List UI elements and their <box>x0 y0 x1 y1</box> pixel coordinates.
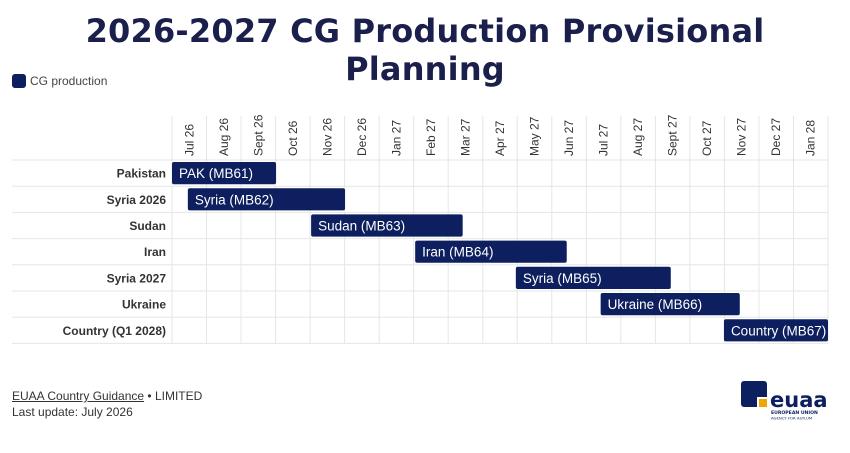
x-tick-label: Dec 26 <box>355 118 369 156</box>
row-label: Sudan <box>129 219 166 233</box>
task-label: Country (MB67) <box>731 323 826 338</box>
x-tick-label: Nov 27 <box>735 118 749 156</box>
x-tick-label: Mar 27 <box>458 118 472 156</box>
last-update: Last update: July 2026 <box>12 405 133 419</box>
x-tick-label: Jan 27 <box>389 120 403 156</box>
task-bar <box>600 293 740 316</box>
task-label: Sudan (MB63) <box>318 219 405 234</box>
row-label: Pakistan <box>117 167 166 181</box>
legend-label: CG production <box>30 74 108 88</box>
task-bar <box>415 240 567 263</box>
x-tick-label: May 27 <box>528 116 542 156</box>
task-bar <box>515 266 671 289</box>
source-link[interactable]: EUAA Country Guidance <box>12 389 145 403</box>
row-label: Country (Q1 2028) <box>63 324 166 338</box>
row-label: Ukraine <box>122 298 166 312</box>
x-tick-label: Sept 27 <box>666 114 680 156</box>
source-separator: • <box>144 389 155 403</box>
x-tick-label: Feb 27 <box>424 118 438 156</box>
x-tick-label: Apr 27 <box>493 120 507 156</box>
task-label: Syria (MB62) <box>195 192 274 207</box>
x-tick-label: Jun 27 <box>562 120 576 156</box>
source-status: LIMITED <box>154 389 203 403</box>
legend: CG production <box>12 74 107 88</box>
logo-wordmark: euaa <box>770 388 826 412</box>
x-tick-label: Aug 27 <box>631 118 645 156</box>
row-label: Iran <box>144 245 166 259</box>
x-tick-label: Oct 26 <box>286 120 300 156</box>
task-label: Iran (MB64) <box>422 245 493 260</box>
x-tick-label: Aug 26 <box>217 118 231 156</box>
x-tick-label: Nov 26 <box>320 118 334 156</box>
footer: EUAA Country Guidance • LIMITED Last upd… <box>12 388 202 420</box>
task-label: Syria (MB65) <box>523 271 602 286</box>
euaa-logo: euaa EUROPEAN UNION AGENCY FOR ASYLUM <box>741 381 826 421</box>
task-bar <box>723 319 828 342</box>
task-bar <box>172 162 277 185</box>
task-label: Ukraine (MB66) <box>608 297 703 312</box>
row-label: Syria 2027 <box>107 271 167 285</box>
x-tick-label: Sept 26 <box>251 114 265 156</box>
task-label: PAK (MB61) <box>179 166 253 181</box>
chart-title: 2026-2027 CG Production Provisional Plan… <box>85 12 765 88</box>
x-tick-label: Dec 27 <box>769 118 783 156</box>
logo-line2: AGENCY FOR ASYLUM <box>771 416 812 421</box>
x-tick-label: Jul 26 <box>182 124 196 156</box>
logo-accent-inner-icon <box>759 399 767 407</box>
legend-swatch <box>12 74 26 88</box>
row-label: Syria 2026 <box>107 193 167 207</box>
x-tick-label: Oct 27 <box>700 120 714 156</box>
task-bar <box>311 214 463 237</box>
logo-line1: EUROPEAN UNION <box>771 410 818 416</box>
task-bar <box>187 188 346 211</box>
x-tick-label: Jan 28 <box>804 120 818 156</box>
x-tick-label: Jul 27 <box>597 124 611 156</box>
